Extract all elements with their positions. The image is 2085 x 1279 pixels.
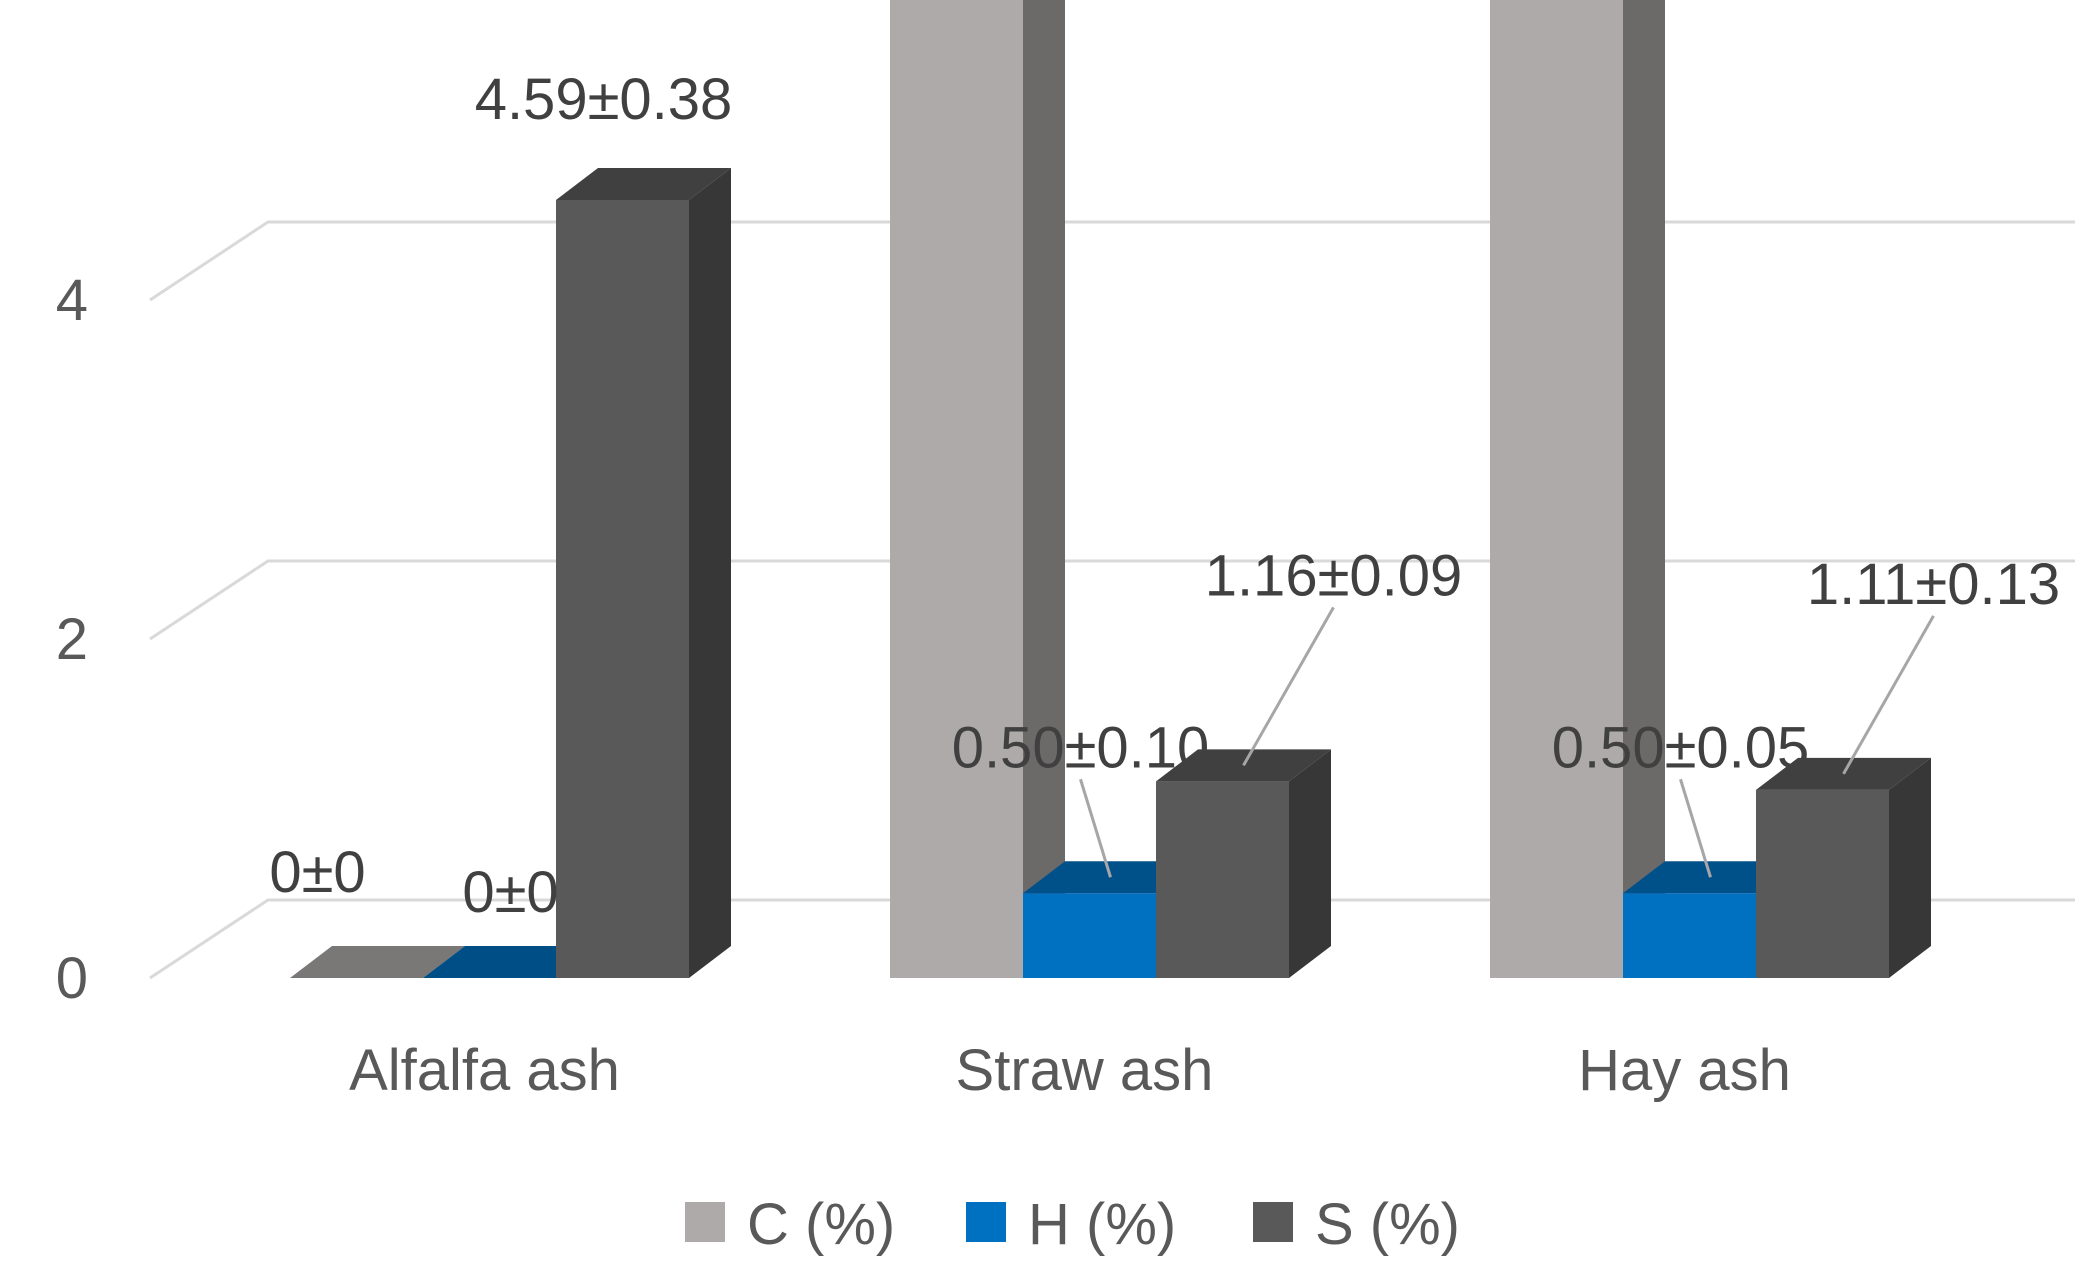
bar <box>556 167 731 978</box>
data-labels: 0±06.61±0.249.37±0.320±00.50±0.100.50±0.… <box>269 67 2060 925</box>
bar-front-face <box>1156 781 1289 978</box>
legend-swatch <box>1253 1202 1293 1242</box>
legend-label: C (%) <box>747 1192 895 1257</box>
bar <box>1756 757 1931 978</box>
y-axis-ticks: 0246810 <box>56 268 88 1011</box>
leader-lines <box>1079 606 1935 878</box>
bar-side-face <box>1289 749 1331 978</box>
y-tick-label: 0 <box>56 946 88 1011</box>
x-category-label: Alfalfa ash <box>349 1038 620 1103</box>
bar-front-face <box>556 199 689 978</box>
bar <box>423 946 598 978</box>
bar-top-face <box>556 167 731 200</box>
data-label: 0.50±0.05 <box>1552 715 1810 780</box>
gridline <box>149 559 2075 641</box>
bar-top-face <box>290 946 465 978</box>
bar <box>890 0 1065 979</box>
bar-front-face <box>1023 893 1156 978</box>
leader-line <box>1842 615 1935 775</box>
data-label: 4.59±0.38 <box>475 67 733 132</box>
x-axis-categories: Alfalfa ash Straw ash Hay ash <box>349 1038 1791 1103</box>
bar <box>290 946 465 978</box>
y-tick-label: 2 <box>56 607 88 672</box>
bar-front-face <box>890 0 1023 979</box>
leader-line <box>1242 606 1335 767</box>
data-label: 0±0 <box>462 860 558 925</box>
legend: C (%) H (%) S (%) <box>685 1192 1460 1257</box>
leader-line <box>1679 778 1712 878</box>
gridline <box>149 898 2075 980</box>
legend-swatch <box>966 1202 1006 1242</box>
y-tick-label: 4 <box>56 268 88 333</box>
leader-line <box>1079 778 1112 878</box>
legend-label: S (%) <box>1315 1192 1460 1257</box>
data-label: 1.16±0.09 <box>1205 543 1463 608</box>
gridlines <box>149 220 2075 980</box>
bar <box>1490 0 1665 978</box>
bar-top-face <box>423 946 598 978</box>
bars <box>290 0 1931 979</box>
bar-front-face <box>1756 789 1889 978</box>
x-category-label: Hay ash <box>1578 1038 1791 1103</box>
bar-front-face <box>1623 893 1756 978</box>
bar <box>1156 749 1331 978</box>
bar-side-face <box>689 167 731 978</box>
bar-side-face <box>1889 757 1931 978</box>
legend-swatch <box>685 1202 725 1242</box>
data-label: 0±0 <box>269 840 365 905</box>
data-label: 1.11±0.13 <box>1807 552 2060 617</box>
gridline <box>149 220 2075 302</box>
data-label: 0.50±0.10 <box>952 715 1210 780</box>
bar-side-face <box>1623 0 1665 978</box>
legend-label: H (%) <box>1028 1192 1176 1257</box>
bar-front-face <box>1490 0 1623 978</box>
bar-side-face <box>1023 0 1065 978</box>
x-category-label: Straw ash <box>956 1038 1214 1103</box>
